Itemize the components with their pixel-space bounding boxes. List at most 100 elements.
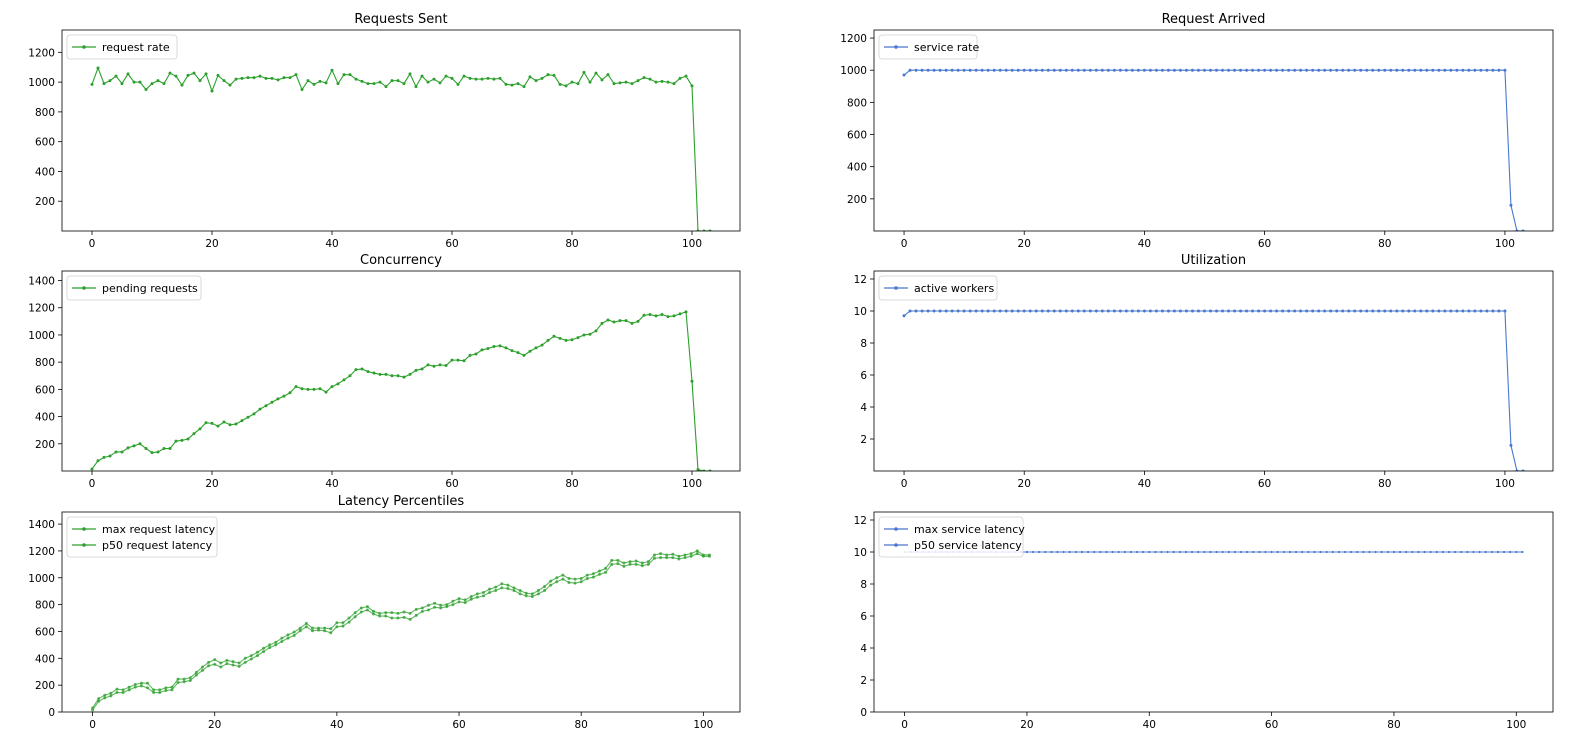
data-point	[204, 72, 208, 76]
x-tick-label: 80	[1378, 238, 1391, 250]
data-point	[1056, 550, 1059, 554]
data-point	[630, 82, 634, 86]
data-point	[1105, 550, 1108, 554]
data-point	[1080, 550, 1084, 554]
data-point	[282, 76, 286, 80]
data-point	[1154, 550, 1157, 554]
data-point	[1443, 68, 1447, 72]
data-point	[1353, 68, 1357, 72]
data-point	[336, 82, 340, 86]
data-point	[182, 677, 186, 681]
data-point	[1490, 550, 1493, 554]
data-point	[1094, 68, 1098, 72]
data-point	[1447, 550, 1451, 554]
data-point	[312, 387, 316, 391]
data-point	[469, 597, 473, 601]
y-tick-label: 800	[35, 357, 55, 369]
data-point	[103, 693, 107, 697]
data-point	[1031, 550, 1035, 554]
data-point	[144, 88, 148, 92]
data-point	[139, 681, 143, 685]
y-tick-label: 200	[35, 680, 55, 692]
data-point	[902, 314, 906, 318]
data-point	[646, 562, 650, 566]
data-point	[1227, 550, 1230, 554]
data-point	[474, 352, 478, 356]
x-tick-label: 40	[1138, 478, 1151, 490]
data-point	[684, 74, 688, 78]
data-point	[1491, 309, 1495, 313]
data-point	[1082, 68, 1086, 72]
data-point	[1454, 550, 1457, 554]
data-point	[294, 385, 298, 389]
data-point	[1503, 309, 1507, 313]
chart-panel-1: Requests Sent 0 20 40 60 80 100 200 400 600 800 100…	[28, 12, 741, 250]
data-point	[1325, 550, 1328, 554]
data-point	[634, 559, 638, 563]
x-tick-label: 60	[1258, 478, 1271, 490]
data-point	[402, 82, 406, 86]
y-tick-label: 200	[35, 196, 55, 208]
data-point	[372, 612, 376, 616]
data-point	[1329, 309, 1333, 313]
data-point	[384, 372, 388, 376]
data-point	[522, 353, 526, 357]
data-point	[268, 646, 272, 650]
data-point	[207, 660, 211, 664]
data-point	[1423, 550, 1426, 554]
y-tick-label: 400	[847, 162, 867, 174]
data-point	[588, 80, 592, 84]
data-point	[1276, 550, 1279, 554]
data-point	[330, 68, 334, 72]
data-point	[618, 81, 622, 85]
data-point	[249, 657, 253, 661]
data-point	[102, 82, 106, 86]
data-point	[231, 663, 235, 667]
data-point	[180, 83, 184, 87]
data-point	[378, 80, 382, 84]
data-point	[304, 621, 308, 625]
data-point	[640, 564, 644, 568]
data-point	[500, 582, 504, 586]
data-point	[359, 610, 363, 614]
plot-area	[902, 68, 1525, 231]
series-line-1	[91, 66, 710, 231]
data-point	[262, 646, 266, 650]
data-point	[1010, 309, 1014, 313]
data-point	[1429, 550, 1432, 554]
data-point	[914, 68, 918, 72]
data-point	[462, 74, 466, 78]
data-point	[648, 313, 652, 317]
data-point	[1154, 309, 1158, 313]
data-point	[1233, 309, 1237, 313]
data-point	[402, 375, 406, 379]
y-tick-label: 1200	[28, 546, 55, 558]
data-point	[671, 552, 675, 556]
data-point	[1184, 68, 1188, 72]
data-point	[1282, 550, 1285, 554]
data-point	[612, 320, 616, 324]
data-point	[1431, 309, 1435, 313]
data-point	[1479, 309, 1483, 313]
data-point	[432, 364, 436, 368]
data-point	[1413, 309, 1417, 313]
data-point	[968, 68, 972, 72]
data-point	[324, 390, 328, 394]
y-tick-label: 600	[35, 384, 55, 396]
data-point	[1044, 550, 1047, 554]
x-tick-label: 80	[565, 478, 578, 490]
data-point	[1124, 309, 1128, 313]
data-point	[518, 592, 522, 596]
data-point	[133, 682, 137, 686]
data-point	[1100, 309, 1104, 313]
data-point	[1258, 550, 1261, 554]
data-point	[114, 450, 118, 454]
data-point	[366, 370, 370, 374]
data-point	[486, 347, 490, 351]
y-tick-label: 400	[35, 412, 55, 424]
y-tick-label: 1400	[28, 276, 55, 288]
data-point	[360, 367, 364, 371]
plot-area	[90, 310, 712, 471]
chart-title: Latency Percentiles	[338, 494, 465, 509]
data-point	[108, 79, 112, 83]
